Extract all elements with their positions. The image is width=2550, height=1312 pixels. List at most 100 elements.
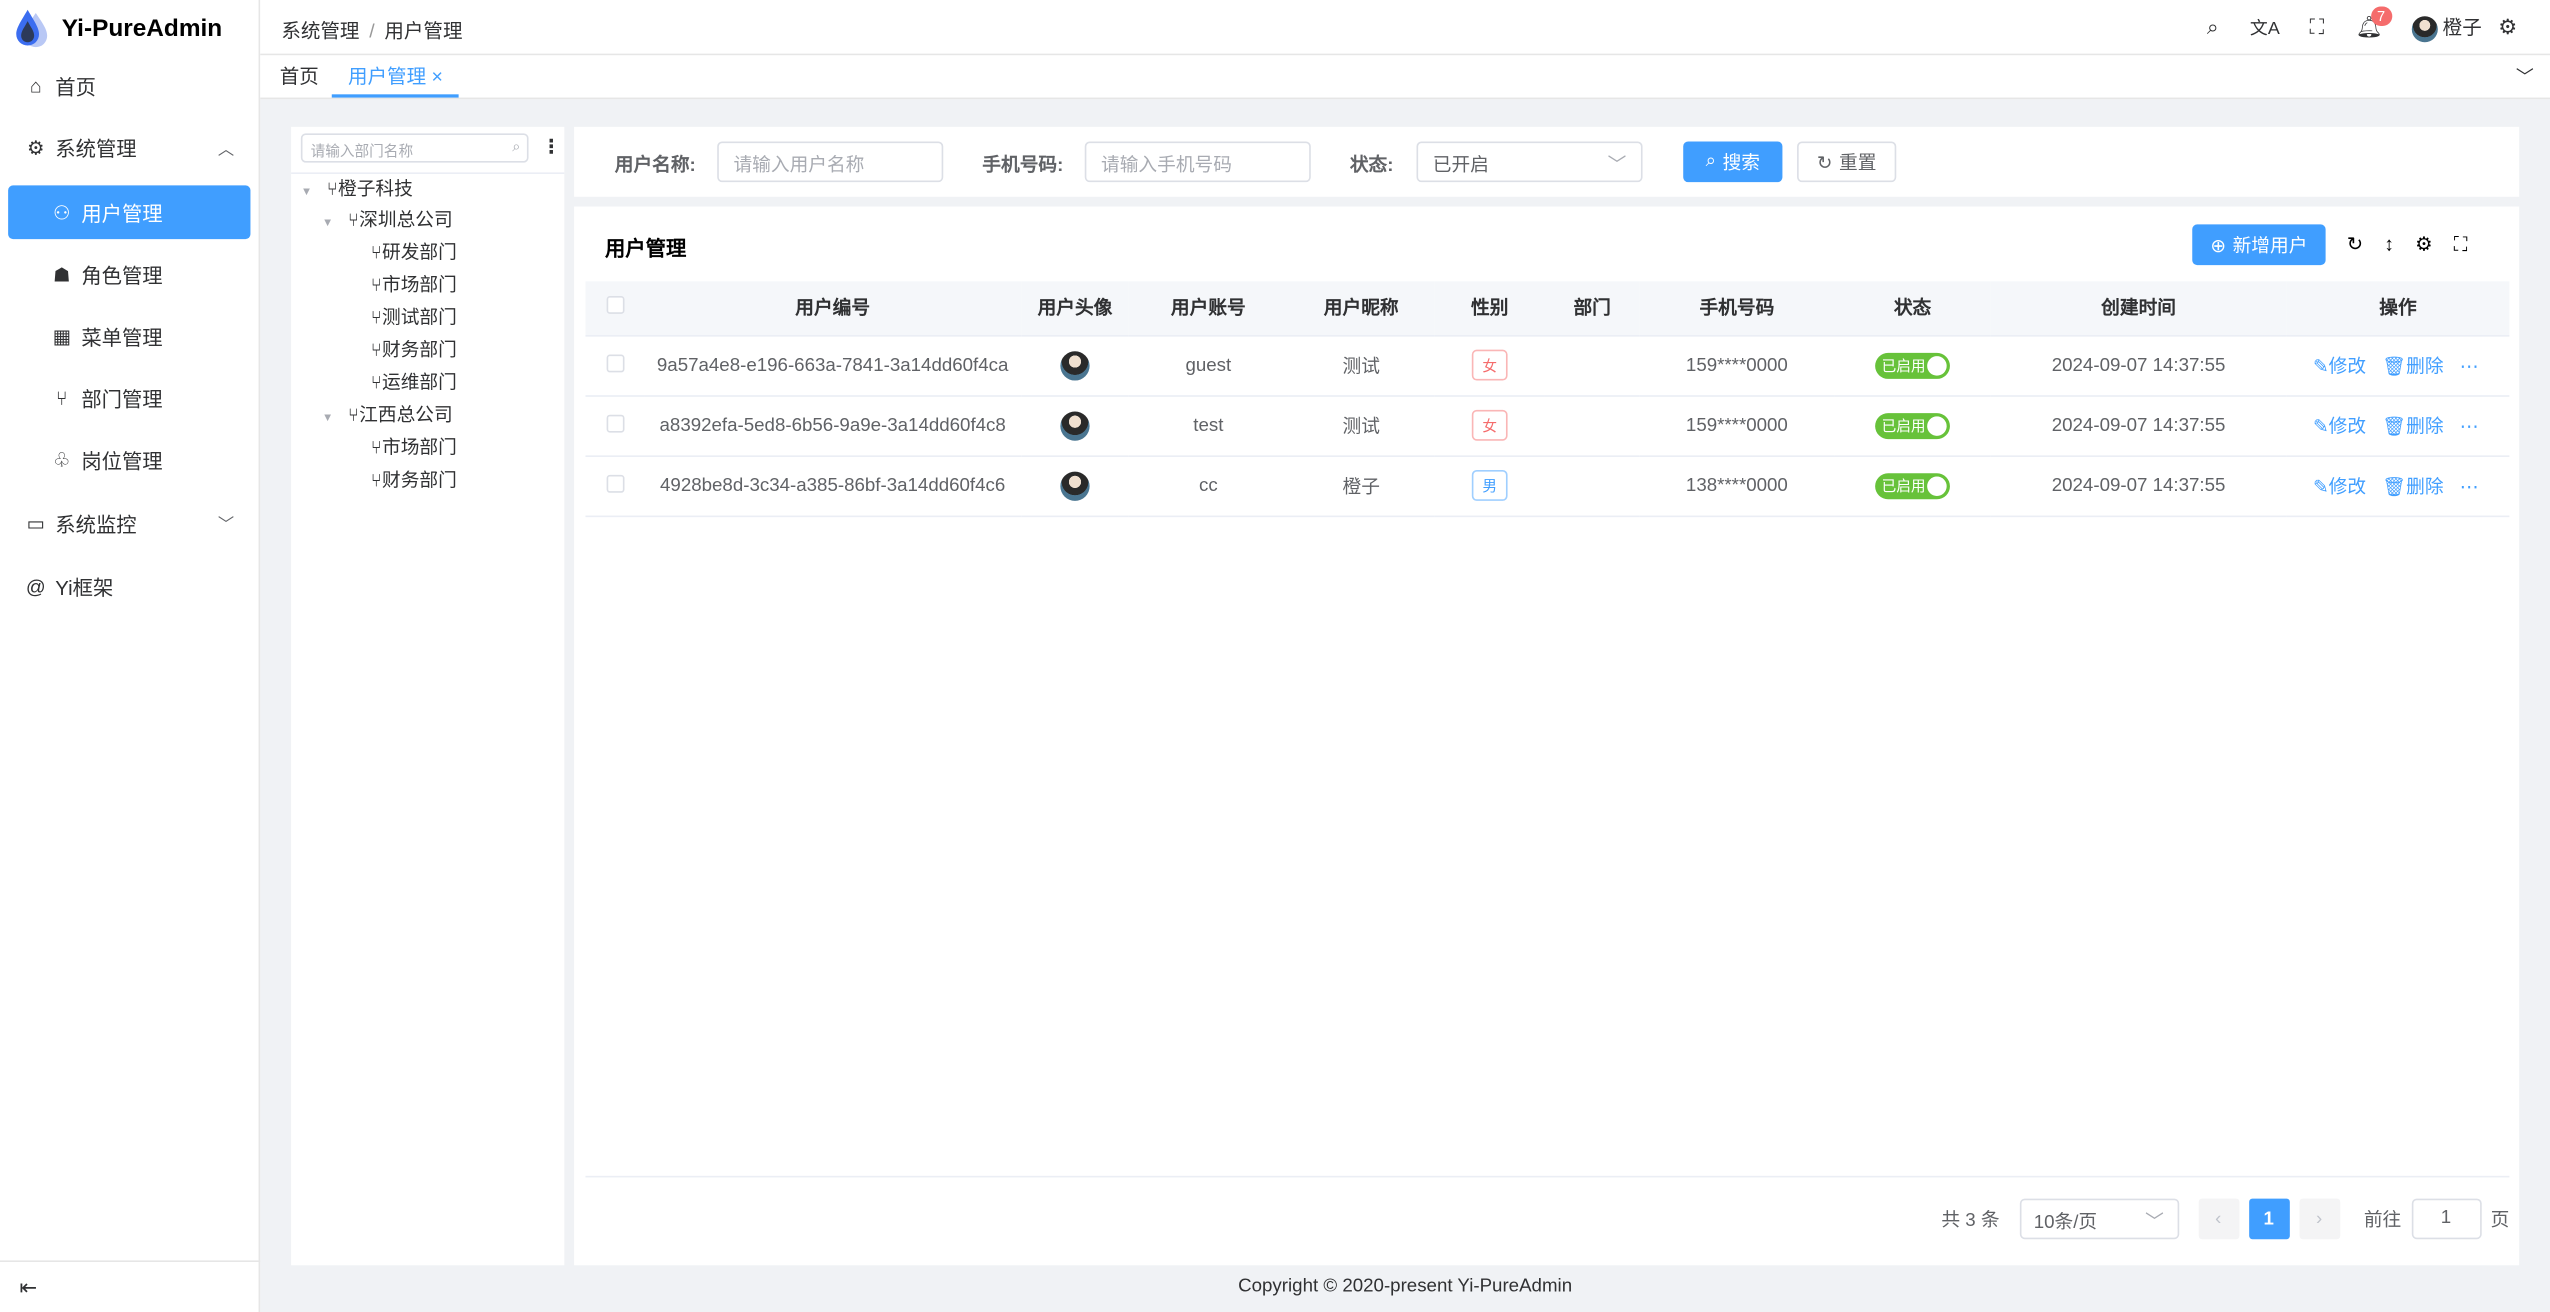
user-table: 用户编号 用户头像 用户账号 用户昵称 性别 部门 手机号码 状态 创建时间 操… <box>585 281 2510 517</box>
sidebar-item-monitor[interactable]: ▭ 系统监控 ﹀ <box>8 496 250 550</box>
tab-user-management[interactable]: 用户管理 × <box>331 55 460 98</box>
refresh-icon[interactable]: ↻ <box>2346 232 2364 256</box>
edit-button[interactable]: ✎修改 <box>2313 477 2366 497</box>
edit-button[interactable]: ✎修改 <box>2313 357 2366 377</box>
reset-button[interactable]: ↻ 重置 <box>1797 141 1897 183</box>
status-switch[interactable]: 已启用 <box>1875 472 1950 499</box>
sidebar-item-label: 用户管理 <box>81 203 163 227</box>
tree-node[interactable]: ⑂研发部门 <box>370 243 457 264</box>
translate-icon[interactable]: 文A <box>2249 19 2280 40</box>
row-checkbox[interactable] <box>605 353 624 372</box>
button-label: 重置 <box>1839 153 1877 174</box>
sidebar-item-home[interactable]: ⌂ 首页 <box>8 59 250 113</box>
search-button[interactable]: ⌕ 搜索 <box>1683 141 1783 183</box>
tree-node[interactable]: ⑂测试部门 <box>370 308 457 329</box>
next-page-button[interactable]: › <box>2298 1198 2340 1240</box>
bell-icon[interactable]: 🔔︎ 7 <box>2343 6 2395 41</box>
footer-copyright: Copyright © 2020-present Yi-PureAdmin <box>1238 1276 1573 1297</box>
phone-label: 手机号码: <box>982 156 1064 176</box>
select-all-checkbox[interactable] <box>605 296 624 315</box>
search-icon[interactable]: ⌕ <box>2206 14 2219 40</box>
sidebar-item-label: 菜单管理 <box>81 326 163 350</box>
phone-input[interactable]: 请输入手机号码 <box>1084 141 1311 183</box>
user-dept <box>1544 335 1640 397</box>
dept-search-input[interactable]: 请输入部门名称 ⌕ <box>300 133 529 163</box>
tree-node[interactable]: ⑂市场部门 <box>370 276 457 296</box>
sidebar-item-label: 角色管理 <box>81 265 163 288</box>
delete-button[interactable]: 🗑︎删除 <box>2382 477 2443 497</box>
status-select[interactable]: 已开启 ﹀ <box>1416 141 1643 183</box>
user-account: guest <box>1128 335 1289 397</box>
close-icon[interactable]: × <box>431 65 443 88</box>
breadcrumb-item[interactable]: 系统管理 <box>281 19 360 43</box>
placeholder: 请输入部门名称 <box>310 143 414 160</box>
input-value: 1 <box>2440 1208 2452 1228</box>
page-size-select[interactable]: 10条/页 ﹀ <box>2019 1198 2179 1240</box>
column-settings-icon[interactable]: ⚙ <box>2415 232 2433 256</box>
tree-node[interactable]: ▼ ⑂深圳总公司 <box>322 211 453 231</box>
row-checkbox[interactable] <box>605 413 624 432</box>
switch-label: 已启用 <box>1881 357 1926 375</box>
tree-node[interactable]: ▼ ⑂橙子科技 <box>300 180 413 201</box>
column-header: 用户昵称 <box>1288 281 1435 336</box>
sidebar-item-users[interactable]: ⚇ 用户管理 <box>8 185 251 240</box>
sidebar-item-depts[interactable]: ⑂ 部门管理 <box>8 371 250 425</box>
row-checkbox[interactable] <box>605 474 624 492</box>
sidebar-item-yi[interactable]: @ Yi框架 <box>8 559 250 613</box>
more-icon[interactable]: ⋯ <box>2459 356 2479 377</box>
tree-node[interactable]: ⑂运维部门 <box>370 374 457 394</box>
delete-button[interactable]: 🗑︎删除 <box>2382 417 2443 437</box>
user-nickname: 橙子 <box>1288 455 1435 517</box>
breadcrumb-item: 用户管理 <box>384 19 463 43</box>
row-density-icon[interactable]: ↕ <box>2384 232 2395 256</box>
user-menu[interactable]: 橙子 <box>2411 13 2482 43</box>
user-phone: 159****0000 <box>1639 335 1835 397</box>
trash-icon: 🗑︎ <box>2382 417 2407 437</box>
search-form: 用户名称: 请输入用户名称 手机号码: 请输入手机号码 状态: 已开启 ﹀ ⌕ 搜索… <box>574 126 2520 197</box>
page-1-button[interactable]: 1 <box>2248 1198 2290 1240</box>
user-nickname: 测试 <box>1288 395 1435 457</box>
menu-grid-icon: ▦ <box>52 324 72 348</box>
column-header: 创建时间 <box>1990 281 2287 336</box>
home-icon: ⌂ <box>29 73 42 97</box>
edit-icon: ✎ <box>2313 356 2329 377</box>
add-user-button[interactable]: ⊕ 新增用户 <box>2192 224 2326 266</box>
more-icon[interactable]: ⋯ <box>2459 477 2479 497</box>
button-label: 新增用户 <box>2232 236 2308 257</box>
button-label: 删除 <box>2406 477 2444 497</box>
user-table-card: 用户管理 ⊕ 新增用户 ↻ ↕ ⚙ ⛶ 用户编号 用户头像 用户账号 用户昵称 性… <box>574 206 2520 1266</box>
tree-node[interactable]: ⑂财务部门 <box>370 341 457 362</box>
user-avatar <box>1060 350 1090 380</box>
more-icon[interactable]: ⋯ <box>2459 417 2479 437</box>
sidebar-item-label: 岗位管理 <box>81 450 163 474</box>
username-input[interactable]: 请输入用户名称 <box>717 141 944 183</box>
chevron-down-icon[interactable]: ﹀ <box>2515 68 2534 88</box>
tree-node[interactable]: ⑂市场部门 <box>370 439 457 459</box>
goto-page-input[interactable]: 1 <box>2410 1198 2481 1240</box>
sidebar-item-label: 系统管理 <box>55 138 137 162</box>
status-switch[interactable]: 已启用 <box>1875 412 1950 439</box>
button-label: 修改 <box>2328 417 2367 437</box>
collapse-sidebar-button[interactable]: ⇤ <box>0 1260 261 1312</box>
button-label: 修改 <box>2328 477 2367 497</box>
fullscreen-icon[interactable]: ⛶ <box>2309 14 2325 40</box>
sidebar-item-roles[interactable]: ☗ 角色管理 <box>8 247 250 301</box>
table-row: 4928be8d-3c34-a385-86bf-3a14dd60f4c6 cc … <box>585 455 2510 517</box>
tabs-bar: 首页 用户管理 × ﹀ <box>260 55 2550 100</box>
notification-badge: 7 <box>2370 6 2392 27</box>
sidebar-item-menus[interactable]: ▦ 菜单管理 <box>8 309 250 363</box>
delete-button[interactable]: 🗑︎删除 <box>2382 357 2443 377</box>
goto-label: 前往 <box>2363 1210 2402 1231</box>
status-switch[interactable]: 已启用 <box>1875 352 1950 379</box>
fullscreen-icon[interactable]: ⛶ <box>2453 232 2468 256</box>
logo[interactable]: Yi-PureAdmin <box>13 7 222 49</box>
more-vertical-icon[interactable]: ⋮ <box>541 134 562 158</box>
edit-button[interactable]: ✎修改 <box>2313 417 2366 437</box>
tab-home[interactable]: 首页 <box>263 55 335 97</box>
tree-node[interactable]: ⑂财务部门 <box>370 471 457 492</box>
sidebar-item-system[interactable]: ⚙ 系统管理 ︿ <box>8 120 250 174</box>
tree-node[interactable]: ▼ ⑂江西总公司 <box>322 406 453 427</box>
sidebar-item-posts[interactable]: ♧ 岗位管理 <box>8 433 250 487</box>
prev-page-button[interactable]: ‹ <box>2197 1198 2239 1240</box>
gear-icon[interactable]: ⚙ <box>2498 14 2518 40</box>
